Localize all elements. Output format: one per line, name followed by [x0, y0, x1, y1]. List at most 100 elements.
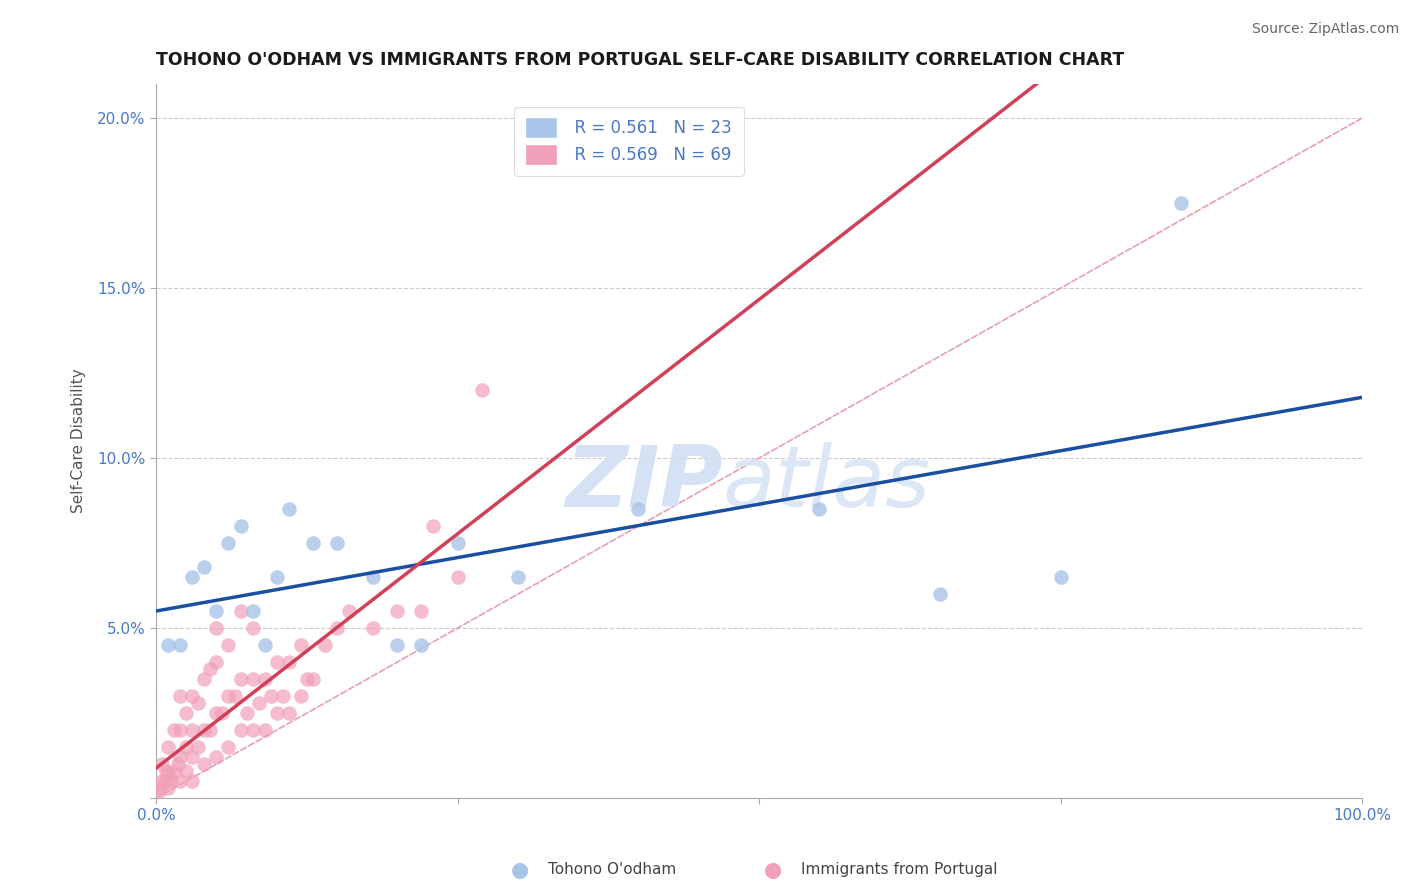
Point — [411, 638, 433, 652]
Point — [211, 706, 233, 720]
Point — [166, 757, 188, 772]
Point — [326, 621, 349, 635]
Point — [229, 672, 252, 686]
Point — [205, 621, 228, 635]
Point — [229, 604, 252, 618]
Y-axis label: Self-Care Disability: Self-Care Disability — [72, 368, 86, 514]
Point — [229, 519, 252, 533]
Text: ●: ● — [512, 860, 529, 880]
Point — [387, 604, 409, 618]
Point — [314, 638, 336, 652]
Point — [411, 604, 433, 618]
Point — [205, 604, 228, 618]
Point — [181, 750, 204, 764]
Point — [266, 706, 288, 720]
Point — [157, 767, 180, 781]
Text: Tohono O'odham: Tohono O'odham — [548, 863, 676, 877]
Point — [446, 570, 468, 584]
Point — [242, 604, 264, 618]
Point — [218, 740, 240, 755]
Legend:   R = 0.561   N = 23,   R = 0.569   N = 69: R = 0.561 N = 23, R = 0.569 N = 69 — [515, 107, 744, 176]
Text: Source: ZipAtlas.com: Source: ZipAtlas.com — [1251, 22, 1399, 37]
Text: Immigrants from Portugal: Immigrants from Portugal — [801, 863, 998, 877]
Point — [247, 696, 270, 710]
Point — [169, 750, 191, 764]
Point — [260, 689, 283, 703]
Point — [326, 536, 349, 550]
Point — [193, 757, 215, 772]
Point — [471, 383, 494, 397]
Point — [302, 672, 325, 686]
Point — [150, 757, 173, 772]
Point — [361, 621, 384, 635]
Point — [148, 784, 170, 798]
Point — [181, 689, 204, 703]
Point — [187, 740, 209, 755]
Point — [627, 502, 650, 516]
Point — [174, 764, 197, 778]
Point — [506, 570, 529, 584]
Point — [1049, 570, 1071, 584]
Point — [157, 780, 180, 795]
Point — [205, 706, 228, 720]
Point — [271, 689, 294, 703]
Point — [157, 638, 180, 652]
Point — [193, 560, 215, 574]
Point — [200, 662, 222, 676]
Point — [163, 764, 186, 778]
Point — [157, 740, 180, 755]
Point — [205, 750, 228, 764]
Point — [235, 706, 257, 720]
Point — [253, 723, 276, 737]
Text: ZIP: ZIP — [565, 442, 723, 525]
Point — [1170, 196, 1192, 211]
Point — [193, 672, 215, 686]
Point — [169, 689, 191, 703]
Point — [266, 655, 288, 669]
Point — [929, 587, 952, 601]
Text: ●: ● — [765, 860, 782, 880]
Point — [205, 655, 228, 669]
Point — [155, 764, 177, 778]
Point — [337, 604, 360, 618]
Point — [808, 502, 831, 516]
Point — [200, 723, 222, 737]
Point — [149, 780, 172, 795]
Point — [295, 672, 318, 686]
Point — [290, 638, 312, 652]
Point — [242, 672, 264, 686]
Point — [181, 570, 204, 584]
Point — [181, 723, 204, 737]
Point — [422, 519, 444, 533]
Point — [277, 655, 299, 669]
Point — [174, 706, 197, 720]
Point — [446, 536, 468, 550]
Point — [253, 672, 276, 686]
Point — [302, 536, 325, 550]
Text: atlas: atlas — [723, 442, 931, 525]
Point — [218, 536, 240, 550]
Point — [277, 502, 299, 516]
Point — [169, 723, 191, 737]
Point — [169, 774, 191, 789]
Point — [159, 774, 181, 789]
Point — [181, 774, 204, 789]
Point — [242, 723, 264, 737]
Point — [277, 706, 299, 720]
Text: TOHONO O'ODHAM VS IMMIGRANTS FROM PORTUGAL SELF-CARE DISABILITY CORRELATION CHAR: TOHONO O'ODHAM VS IMMIGRANTS FROM PORTUG… — [156, 51, 1125, 69]
Point — [218, 689, 240, 703]
Point — [150, 774, 173, 789]
Point — [153, 774, 176, 789]
Point — [218, 638, 240, 652]
Point — [193, 723, 215, 737]
Point — [253, 638, 276, 652]
Point — [169, 638, 191, 652]
Point — [187, 696, 209, 710]
Point — [266, 570, 288, 584]
Point — [229, 723, 252, 737]
Point — [361, 570, 384, 584]
Point — [290, 689, 312, 703]
Point — [224, 689, 246, 703]
Point — [174, 740, 197, 755]
Point — [163, 723, 186, 737]
